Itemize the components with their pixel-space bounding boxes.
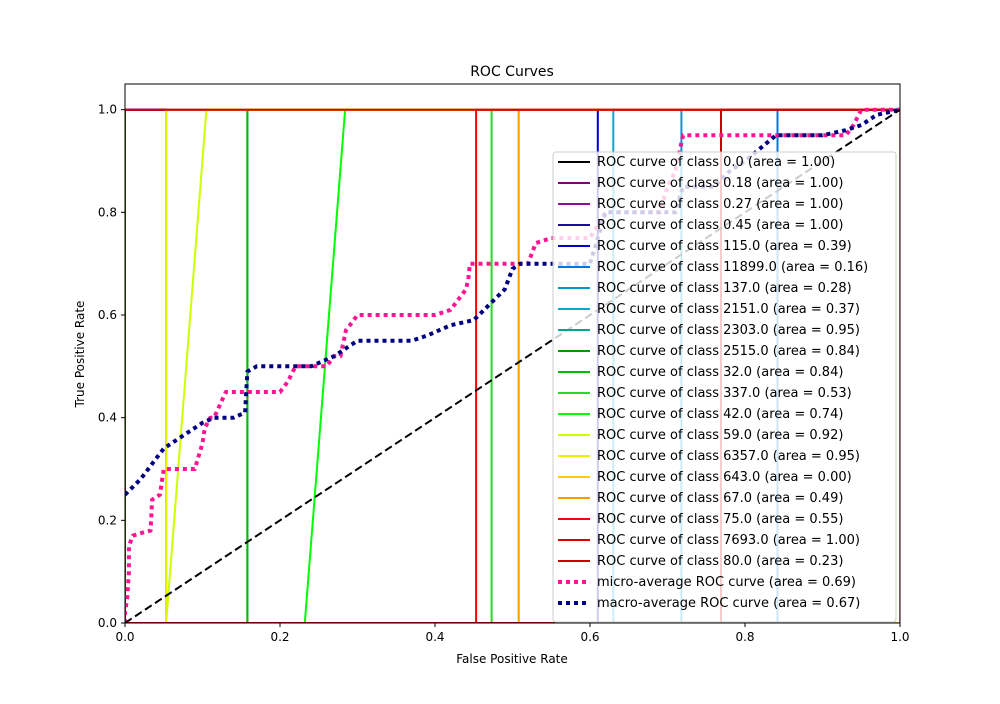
legend-label: ROC curve of class 2151.0 (area = 0.37) bbox=[597, 302, 860, 317]
legend-label: ROC curve of class 2515.0 (area = 0.84) bbox=[597, 344, 860, 359]
y-tick-label: 0.6 bbox=[98, 308, 117, 322]
legend-label: ROC curve of class 32.0 (area = 0.84) bbox=[597, 365, 843, 380]
y-tick-label: 0.0 bbox=[98, 616, 117, 630]
x-axis-label: False Positive Rate bbox=[456, 652, 568, 666]
y-tick-label: 0.2 bbox=[98, 513, 117, 527]
legend-label: ROC curve of class 137.0 (area = 0.28) bbox=[597, 281, 852, 296]
roc-series-micro-average-roc-curve-area-0-69 bbox=[125, 107, 900, 623]
y-axis: 0.0 0.2 0.4 0.6 0.8 1.0 bbox=[98, 103, 125, 630]
roc-series-roc-curve-of-class-7693-0-area-1-00 bbox=[125, 108, 900, 623]
x-tick-label: 0.2 bbox=[270, 630, 289, 644]
y-tick-label: 0.8 bbox=[98, 205, 117, 219]
legend-label: ROC curve of class 337.0 (area = 0.53) bbox=[597, 386, 852, 401]
legend-label: ROC curve of class 42.0 (area = 0.74) bbox=[597, 407, 843, 422]
x-tick-label: 1.0 bbox=[890, 630, 909, 644]
legend-label: ROC curve of class 2303.0 (area = 0.95) bbox=[597, 323, 860, 338]
legend-label: ROC curve of class 11899.0 (area = 0.16) bbox=[597, 260, 868, 275]
legend-label: macro-average ROC curve (area = 0.67) bbox=[597, 596, 860, 611]
legend-label: ROC curve of class 59.0 (area = 0.92) bbox=[597, 428, 843, 443]
plot-frame bbox=[124, 83, 901, 624]
legend-label: ROC curve of class 115.0 (area = 0.39) bbox=[597, 239, 852, 254]
legend-label: ROC curve of class 0.0 (area = 1.00) bbox=[597, 155, 835, 170]
legend-label: ROC curve of class 0.18 (area = 1.00) bbox=[597, 176, 843, 191]
x-axis: 0.0 0.2 0.4 0.6 0.8 1.0 bbox=[115, 623, 910, 644]
legend-label: ROC curve of class 643.0 (area = 0.00) bbox=[597, 470, 852, 485]
chart-title: ROC Curves bbox=[470, 64, 554, 80]
y-tick-label: 1.0 bbox=[98, 103, 117, 117]
x-tick-label: 0.4 bbox=[425, 630, 444, 644]
legend: ROC curve of class 0.0 (area = 1.00) ROC … bbox=[552, 151, 897, 623]
legend-label: ROC curve of class 75.0 (area = 0.55) bbox=[597, 512, 843, 527]
legend-label: ROC curve of class 0.27 (area = 1.00) bbox=[597, 197, 843, 212]
y-tick-label: 0.4 bbox=[98, 411, 117, 425]
legend-label: ROC curve of class 7693.0 (area = 1.00) bbox=[597, 533, 860, 548]
legend-box bbox=[552, 151, 897, 623]
legend-label: ROC curve of class 0.45 (area = 1.00) bbox=[597, 218, 843, 233]
roc-series-macro-average-roc-curve-area-0-67 bbox=[125, 107, 900, 497]
legend-label: ROC curve of class 6357.0 (area = 0.95) bbox=[597, 449, 860, 464]
legend-label: micro-average ROC curve (area = 0.69) bbox=[597, 575, 856, 590]
x-tick-label: 0.6 bbox=[580, 630, 599, 644]
legend-label: ROC curve of class 80.0 (area = 0.23) bbox=[597, 554, 843, 569]
x-tick-label: 0.8 bbox=[735, 630, 754, 644]
y-axis-label: True Positive Rate bbox=[73, 301, 87, 409]
legend-label: ROC curve of class 67.0 (area = 0.49) bbox=[597, 491, 843, 506]
x-tick-label: 0.0 bbox=[115, 630, 134, 644]
